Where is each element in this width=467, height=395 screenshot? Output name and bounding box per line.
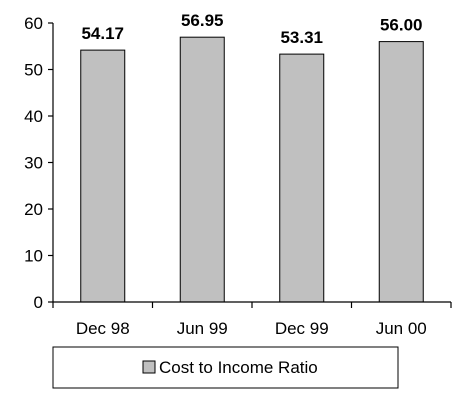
x-axis-ticks: Dec 98 Jun 99 Dec 99 Jun 00 (52, 302, 452, 338)
y-tick-label: 0 (34, 293, 43, 312)
bar-data-label: 56.95 (181, 11, 224, 30)
y-axis-ticks: 0 10 20 30 40 50 60 (24, 14, 53, 312)
x-tick-label: Jun 00 (376, 319, 427, 338)
bar (80, 49, 126, 303)
y-tick-label: 30 (24, 154, 43, 173)
y-tick-label: 10 (24, 247, 43, 266)
x-tick-label: Dec 98 (76, 319, 130, 338)
x-tick-label: Jun 99 (177, 319, 228, 338)
legend: Cost to Income Ratio (52, 346, 399, 389)
y-tick-label: 20 (24, 200, 43, 219)
legend-label: Cost to Income Ratio (159, 358, 318, 377)
x-tick-label: Dec 99 (275, 319, 329, 338)
y-tick-label: 60 (24, 14, 43, 33)
bar (378, 41, 424, 303)
bar-data-label: 53.31 (280, 28, 323, 47)
legend-box (52, 346, 399, 389)
bar (279, 53, 325, 303)
bar-series (80, 36, 424, 303)
y-tick-label: 40 (24, 107, 43, 126)
y-tick-label: 50 (24, 61, 43, 80)
legend-swatch (142, 360, 156, 374)
bar-data-label: 54.17 (81, 24, 124, 43)
bar (179, 36, 225, 303)
bar-data-label: 56.00 (380, 16, 423, 35)
data-labels: 54.17 56.95 53.31 56.00 (81, 11, 422, 47)
